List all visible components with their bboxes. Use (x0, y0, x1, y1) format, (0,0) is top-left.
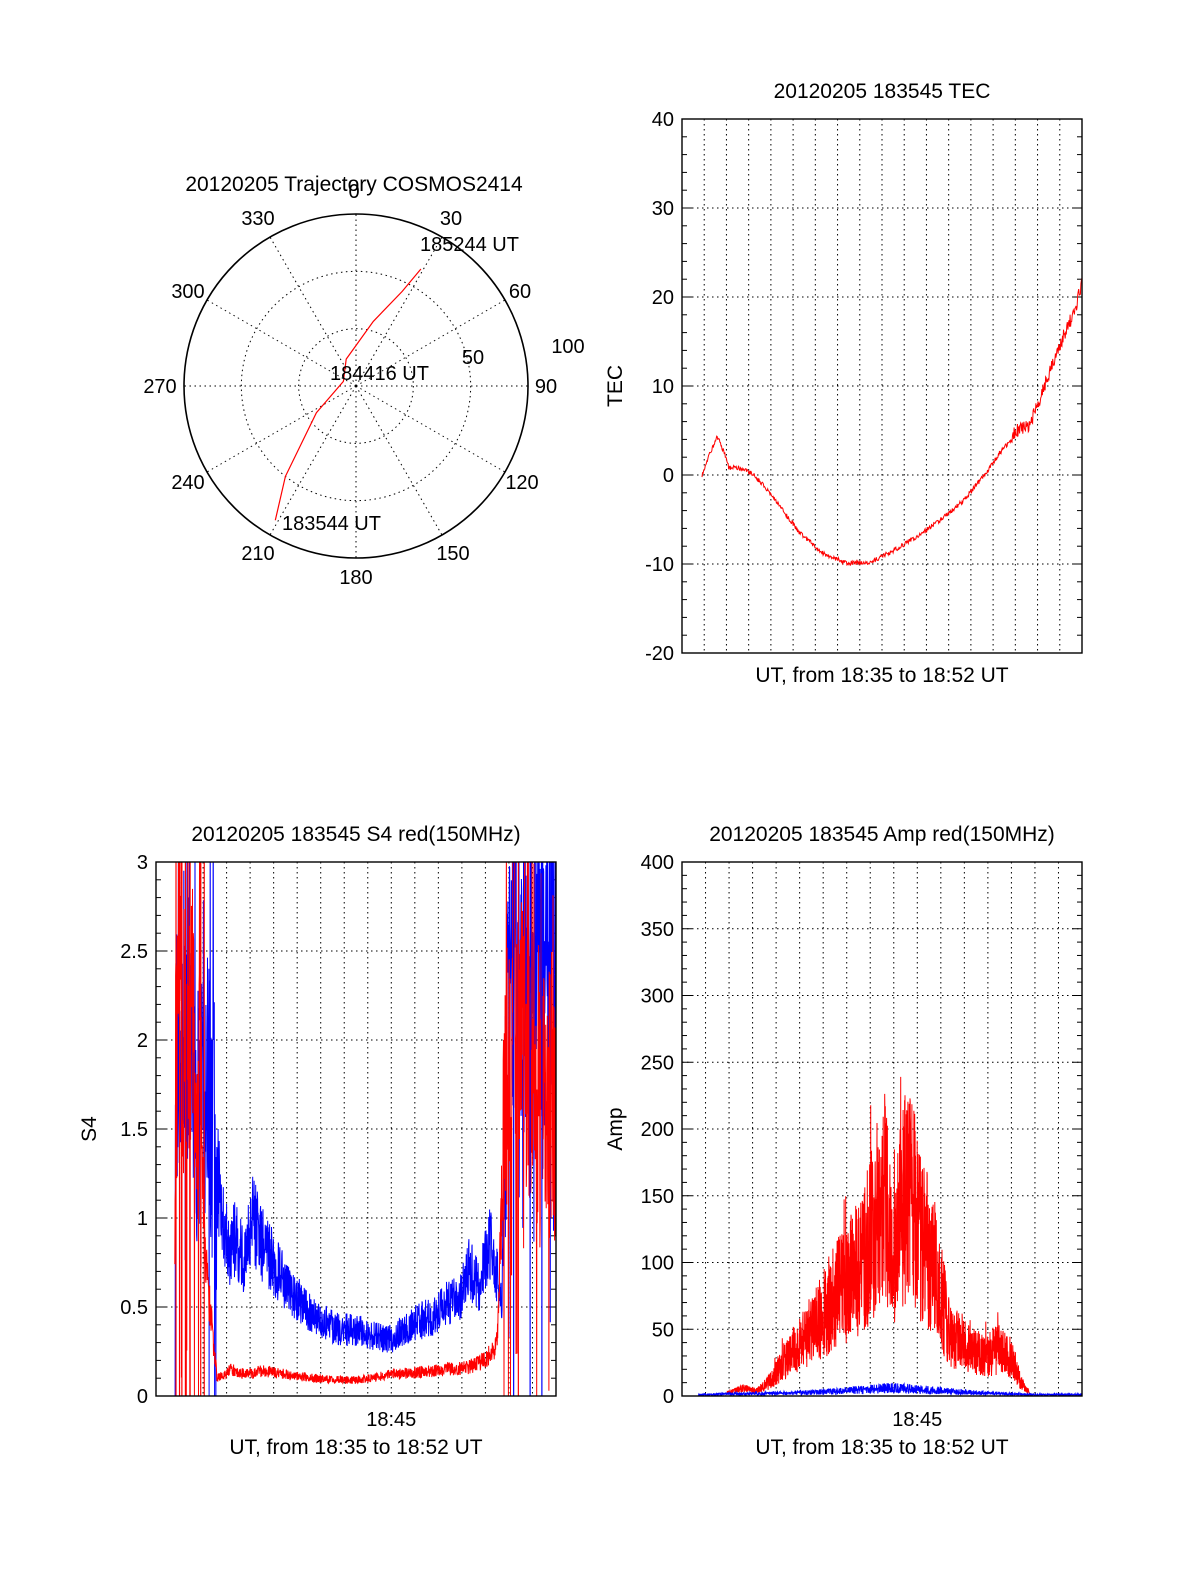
trajectory-end-label: 185244 UT (420, 234, 519, 256)
azimuth-label: 90 (535, 376, 557, 398)
trajectory-start-label: 183544 UT (282, 513, 381, 535)
azimuth-gridline (355, 385, 443, 536)
elevation-ring (298, 328, 414, 444)
plot-frame (681, 118, 1083, 654)
trajectory-polar-chart: 0 30 60 90 120 150 180 210 240 270 300 330 50 100 1835… (143, 173, 584, 589)
azimuth-gridline (355, 299, 506, 387)
y-tick-label: -20 (645, 643, 674, 665)
y-tick-label: -10 (645, 554, 674, 576)
y-tick-label: 50 (652, 1319, 674, 1341)
plot-frame (681, 861, 1083, 1397)
chart-title: 20120205 183545 S4 red(150MHz) (191, 823, 520, 846)
radial-label: 100 (551, 336, 584, 358)
azimuth-gridline (269, 236, 357, 387)
x-tick-label: 18:45 (892, 1409, 942, 1431)
y-tick-label: 150 (641, 1186, 674, 1208)
y-tick-label: 0 (663, 465, 674, 487)
x-tick-label: 18:45 (366, 1409, 416, 1431)
y-tick-label: 0.5 (120, 1297, 148, 1319)
plot-frame (155, 861, 557, 1397)
series-line-red (726, 1076, 1031, 1396)
y-tick-label: 1.5 (120, 1119, 148, 1141)
y-tick-label: 2 (137, 1030, 148, 1052)
elevation-ring (240, 270, 472, 502)
azimuth-label: 240 (171, 472, 204, 494)
y-axis-label: Amp (604, 1107, 627, 1150)
amp-chart: 0 50 100 150 200 250 300 350 400 18:45 20120205 18… (604, 823, 1083, 1459)
chart-title: 20120205 183545 TEC (774, 80, 991, 103)
y-tick-label: 1 (137, 1208, 148, 1230)
y-tick-label: 0 (137, 1386, 148, 1408)
azimuth-label: 0 (348, 181, 359, 203)
azimuth-label: 30 (440, 208, 462, 230)
azimuth-gridline (269, 385, 357, 536)
chart-title: 20120205 Trajectory COSMOS2414 (185, 173, 523, 196)
radial-label: 50 (462, 347, 484, 369)
y-tick-label: 100 (641, 1253, 674, 1275)
y-tick-label: 0 (663, 1386, 674, 1408)
y-tick-label: 40 (652, 109, 674, 131)
azimuth-label: 330 (241, 208, 274, 230)
y-tick-label: 2.5 (120, 941, 148, 963)
y-tick-label: 3 (137, 852, 148, 874)
azimuth-gridline (355, 236, 443, 387)
azimuth-label: 210 (241, 543, 274, 565)
x-axis-label: UT, from 18:35 to 18:52 UT (755, 664, 1008, 687)
y-tick-label: 300 (641, 986, 674, 1008)
y-tick-label: 200 (641, 1119, 674, 1141)
azimuth-label: 120 (505, 472, 538, 494)
horizon-circle (183, 213, 529, 559)
y-tick-label: 350 (641, 919, 674, 941)
series-line-red (701, 277, 1082, 567)
series-line-red (174, 862, 556, 1396)
azimuth-label: 270 (143, 376, 176, 398)
azimuth-label: 150 (436, 543, 469, 565)
azimuth-label: 60 (509, 281, 531, 303)
azimuth-label: 180 (339, 567, 372, 589)
series-line-blue (698, 1382, 1082, 1396)
azimuth-gridline (355, 385, 506, 473)
chart-title: 20120205 183545 Amp red(150MHz) (709, 823, 1055, 846)
y-axis-label: TEC (604, 365, 627, 407)
y-tick-label: 10 (652, 376, 674, 398)
y-tick-label: 20 (652, 287, 674, 309)
azimuth-gridline (206, 299, 357, 387)
y-tick-label: 400 (641, 852, 674, 874)
series-line-blue (174, 862, 556, 1396)
tec-chart: -20 -10 0 10 20 30 40 20120205 183545 TEC UT, fr… (604, 80, 1083, 687)
azimuth-gridline (206, 385, 357, 473)
s4-chart: 0 0.5 1 1.5 2 2.5 3 18:45 20120205 183545 S4 red… (78, 823, 557, 1459)
trajectory-mid-label: 184416 UT (330, 363, 429, 385)
y-tick-label: 250 (641, 1052, 674, 1074)
satellite-trajectory (274, 268, 422, 521)
azimuth-label: 300 (171, 281, 204, 303)
x-axis-label: UT, from 18:35 to 18:52 UT (755, 1436, 1008, 1459)
x-axis-label: UT, from 18:35 to 18:52 UT (229, 1436, 482, 1459)
y-tick-label: 30 (652, 198, 674, 220)
y-axis-label: S4 (78, 1116, 101, 1142)
